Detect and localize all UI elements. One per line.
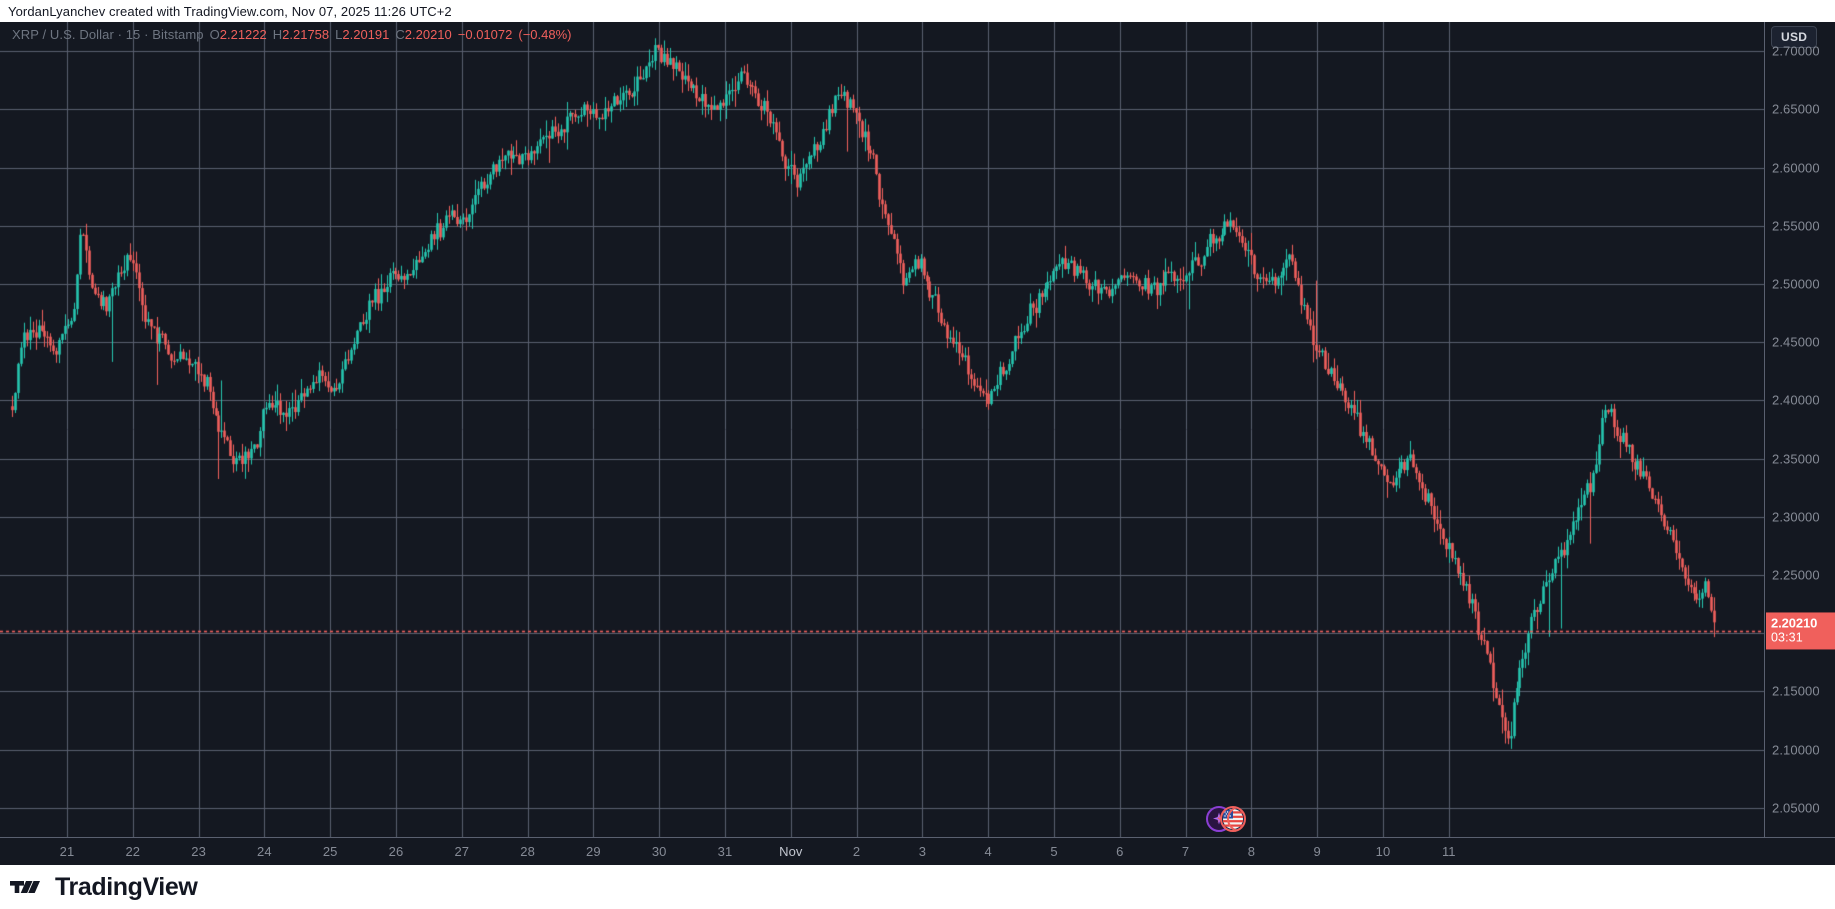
time-tick: 31 (717, 844, 733, 859)
time-tick: 21 (59, 844, 75, 859)
footer: TradingView (0, 865, 1835, 909)
time-tick: 9 (1313, 844, 1321, 859)
price-tick: 2.05000 (1772, 800, 1820, 816)
ohlc-high-value: 2.21758 (282, 27, 330, 42)
price-tick: 2.15000 (1772, 683, 1820, 699)
time-tick: 28 (520, 844, 535, 859)
time-tick: 22 (125, 844, 141, 859)
ohlc-low-label: L (335, 27, 343, 42)
time-tick: 26 (388, 844, 404, 859)
chart-body: USD 2.70000 2.65000 2.60000 2.55000 2.50000 2… (0, 22, 1835, 837)
ohlc-open-value: 2.21222 (219, 27, 267, 42)
time-tick: 24 (257, 844, 272, 859)
currency-badge[interactable]: USD (1771, 26, 1818, 48)
price-series-canvas[interactable] (0, 22, 1764, 837)
time-tick: 23 (191, 844, 206, 859)
tradingview-mark-icon (10, 881, 40, 893)
last-price-countdown: 03:31 (1771, 630, 1803, 645)
time-tick: Nov (779, 844, 803, 859)
price-tick: 2.50000 (1772, 276, 1820, 292)
price-tick: 2.45000 (1772, 334, 1820, 350)
time-tick: 3 (918, 844, 927, 859)
ohlc-open: O 2.21222 (210, 28, 267, 41)
legend-change-percent: (−0.48%) (518, 27, 572, 42)
price-tick: 2.30000 (1772, 509, 1820, 525)
last-price-value: 2.20210 (1771, 615, 1818, 631)
price-scale[interactable]: USD 2.70000 2.65000 2.60000 2.55000 2.50000 2… (1764, 22, 1835, 837)
ohlc-low: L 2.20191 (335, 28, 389, 41)
time-tick: 7 (1181, 844, 1190, 859)
tradingview-logo[interactable]: TradingView (10, 872, 198, 902)
legend-symbol-title[interactable]: XRP / U.S. Dollar · 15 · Bitstamp (12, 27, 204, 42)
price-tick: 2.70000 (1772, 43, 1820, 59)
price-tick: 2.35000 (1772, 451, 1820, 467)
time-tick: 6 (1116, 844, 1124, 859)
time-tick: 2 (852, 844, 861, 859)
last-price-badge[interactable]: 2.20210 03:31 (1766, 612, 1835, 650)
price-tick: 2.60000 (1772, 160, 1820, 176)
legend-change-absolute: −0.01072 (457, 27, 513, 42)
time-tick: 10 (1375, 844, 1391, 859)
price-tick: 2.65000 (1772, 101, 1820, 117)
time-tick: 11 (1441, 844, 1456, 859)
time-scale[interactable]: 21 22 23 24 25 26 27 28 29 30 31 Nov 2 3 4 5 6 7 8 9 10 11 (0, 837, 1835, 865)
time-tick: 5 (1050, 844, 1058, 859)
attribution-text: YordanLyanchev created with TradingView.… (8, 3, 452, 19)
price-tick: 2.55000 (1772, 218, 1820, 234)
time-tick: 27 (454, 844, 470, 859)
price-tick: 2.10000 (1772, 742, 1820, 758)
time-tick: 8 (1247, 844, 1256, 859)
ohlc-low-value: 2.20191 (342, 27, 390, 42)
price-tick: 2.40000 (1772, 392, 1820, 408)
time-tick: 29 (586, 844, 601, 859)
time-tick: 4 (984, 844, 992, 859)
ohlc-high-label: H (272, 27, 283, 42)
attribution-bar: YordanLyanchev created with TradingView.… (0, 0, 1835, 22)
event-marker-stack-shadow (1226, 808, 1244, 830)
ohlc-close: C 2.20210 (395, 28, 451, 41)
time-tick: 25 (322, 844, 338, 859)
chart-widget: XRP / U.S. Dollar · 15 · Bitstamp O 2.212… (0, 22, 1835, 865)
us-flag-economic-event-icon[interactable] (1219, 806, 1246, 832)
plot-area[interactable] (0, 22, 1764, 837)
time-tick: 30 (651, 844, 667, 859)
ohlc-open-label: O (209, 27, 220, 42)
event-marker-group[interactable] (1205, 806, 1246, 832)
tradingview-wordmark: TradingView (55, 872, 198, 901)
ohlc-high: H 2.21758 (273, 28, 329, 41)
ohlc-close-label: C (395, 27, 405, 42)
price-tick: 2.25000 (1772, 567, 1820, 583)
ohlc-close-value: 2.20210 (404, 27, 452, 42)
chart-legend[interactable]: XRP / U.S. Dollar · 15 · Bitstamp O 2.212… (12, 28, 571, 41)
